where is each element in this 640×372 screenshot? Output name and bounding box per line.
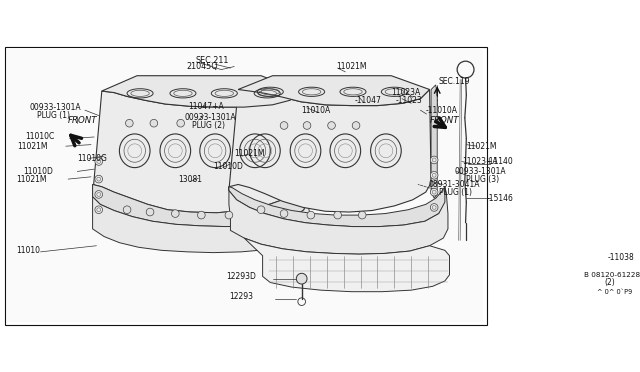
Circle shape — [303, 122, 311, 129]
Polygon shape — [229, 187, 448, 254]
Circle shape — [430, 171, 438, 179]
Polygon shape — [301, 87, 307, 190]
Text: 11047+A: 11047+A — [188, 102, 224, 111]
Polygon shape — [238, 76, 429, 106]
Polygon shape — [578, 260, 603, 267]
Text: 11010G: 11010G — [77, 154, 107, 163]
Text: 11010C: 11010C — [25, 132, 54, 141]
Text: FRONT: FRONT — [68, 116, 97, 125]
Polygon shape — [93, 91, 301, 213]
Polygon shape — [431, 85, 437, 198]
Text: -11047: -11047 — [355, 96, 381, 105]
Text: 11010: 11010 — [16, 246, 40, 255]
Text: 11023A: 11023A — [391, 88, 420, 97]
Circle shape — [358, 211, 366, 219]
Circle shape — [124, 206, 131, 214]
Circle shape — [430, 203, 438, 211]
Text: SEC.211: SEC.211 — [196, 56, 229, 65]
Text: 11010D: 11010D — [214, 161, 243, 171]
Text: 00933-1301A: 00933-1301A — [454, 167, 506, 176]
Polygon shape — [577, 258, 604, 269]
Text: 00933-1301A: 00933-1301A — [184, 113, 236, 122]
Circle shape — [430, 156, 438, 164]
Circle shape — [587, 269, 594, 277]
Text: -15146: -15146 — [487, 194, 514, 203]
Circle shape — [280, 210, 288, 217]
Polygon shape — [93, 185, 307, 227]
Circle shape — [95, 206, 102, 214]
Circle shape — [95, 175, 102, 183]
Text: 11021M: 11021M — [234, 149, 265, 158]
Text: PLUG (1): PLUG (1) — [38, 111, 70, 120]
Circle shape — [296, 273, 307, 284]
Text: SEC.119: SEC.119 — [439, 77, 470, 86]
Text: -11038: -11038 — [607, 253, 634, 263]
Text: 11021M: 11021M — [467, 142, 497, 151]
Circle shape — [177, 119, 184, 127]
Text: PLUG (2): PLUG (2) — [192, 121, 225, 130]
Circle shape — [307, 211, 315, 219]
Text: 11010A: 11010A — [301, 106, 330, 115]
Circle shape — [334, 211, 342, 219]
Circle shape — [257, 206, 265, 214]
Circle shape — [146, 208, 154, 216]
Text: 21045Q: 21045Q — [186, 62, 218, 71]
Text: 11023+A: 11023+A — [461, 157, 497, 166]
Circle shape — [328, 122, 335, 129]
Text: 11021M: 11021M — [336, 62, 367, 71]
Circle shape — [225, 211, 233, 219]
Polygon shape — [102, 76, 301, 107]
Text: ^ 0^ 0`P9: ^ 0^ 0`P9 — [596, 289, 632, 295]
Text: PLUG (3): PLUG (3) — [467, 174, 499, 184]
Text: 00933-1301A: 00933-1301A — [30, 103, 81, 112]
Polygon shape — [229, 187, 447, 227]
Circle shape — [198, 211, 205, 219]
Circle shape — [150, 119, 157, 127]
Text: -11140: -11140 — [487, 157, 514, 166]
Text: 08931-3041A: 08931-3041A — [428, 180, 479, 189]
Text: -11023: -11023 — [396, 96, 422, 105]
Circle shape — [280, 122, 288, 129]
Circle shape — [95, 190, 102, 198]
Circle shape — [352, 122, 360, 129]
Text: 11010D: 11010D — [24, 167, 54, 176]
Polygon shape — [93, 197, 310, 253]
Text: 11021M: 11021M — [17, 142, 48, 151]
Circle shape — [430, 188, 438, 196]
Circle shape — [95, 158, 102, 165]
Text: 13081: 13081 — [179, 174, 202, 184]
Circle shape — [172, 210, 179, 217]
Text: 12293: 12293 — [229, 292, 253, 301]
Circle shape — [125, 119, 133, 127]
Text: 12293D: 12293D — [227, 272, 257, 281]
Text: 11021M: 11021M — [16, 174, 47, 184]
Text: FRONT: FRONT — [429, 116, 459, 125]
Polygon shape — [244, 238, 449, 292]
Text: (2): (2) — [604, 278, 615, 287]
Polygon shape — [229, 90, 431, 212]
Text: -11010A: -11010A — [426, 106, 458, 115]
Text: PLUG (1): PLUG (1) — [439, 187, 472, 197]
Text: B 08120-61228: B 08120-61228 — [584, 272, 640, 278]
